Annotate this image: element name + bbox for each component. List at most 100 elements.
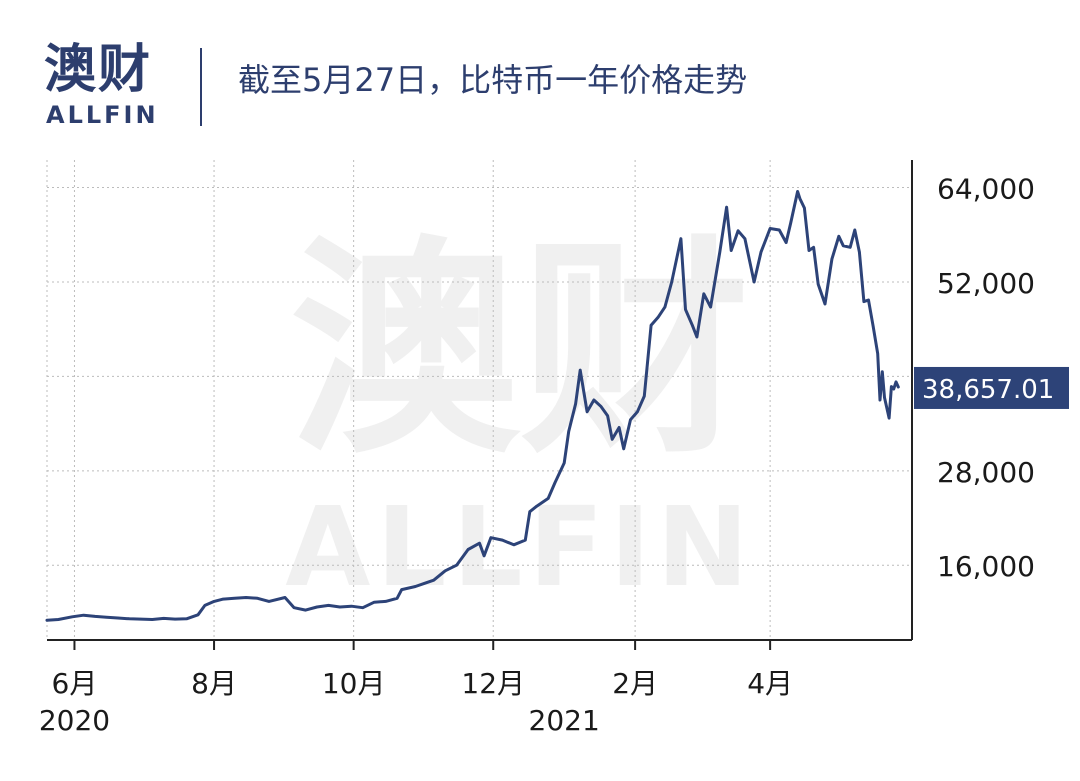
price-point	[304, 608, 307, 612]
brand-logo-en: ALLFIN	[46, 101, 159, 129]
price-point	[853, 228, 856, 232]
price-point	[512, 543, 515, 546]
price-point	[890, 385, 893, 388]
price-point	[643, 394, 646, 398]
x-tick-label: 10月	[322, 667, 386, 700]
price-point	[423, 582, 426, 585]
y-tick-label: 28,000	[937, 456, 1035, 489]
price-point	[725, 206, 728, 209]
price-point	[478, 542, 481, 545]
x-tick-label: 12月	[461, 667, 525, 700]
price-point	[796, 190, 799, 193]
price-point	[702, 292, 705, 295]
last-value-label: 38,657.01	[922, 375, 1054, 405]
price-point	[432, 579, 435, 582]
price-point	[373, 601, 376, 604]
x-year-label: 2021	[529, 704, 600, 737]
price-point	[684, 308, 687, 311]
price-point	[489, 536, 493, 539]
header-divider	[200, 48, 202, 126]
price-point	[798, 197, 802, 200]
price-point	[807, 249, 811, 252]
price-point	[679, 237, 683, 240]
price-point	[400, 588, 403, 591]
price-point	[812, 246, 815, 249]
x-tick-label: 8月	[191, 667, 237, 700]
price-point	[867, 298, 870, 302]
x-axis-ticks: 6月 8月 10月 12月 2月 4月 2020 2021	[39, 667, 793, 737]
price-point	[803, 206, 806, 210]
watermark-cn: 澳财	[290, 218, 750, 485]
price-point	[887, 416, 891, 420]
x-tick-label: 6月	[52, 667, 98, 700]
price-point	[71, 615, 74, 618]
price-point	[894, 380, 898, 384]
price-point	[116, 616, 120, 620]
price-point	[567, 430, 570, 433]
price-point	[718, 250, 721, 254]
price-point	[327, 604, 330, 607]
price-point	[817, 283, 820, 286]
price-point	[222, 597, 225, 601]
price-point	[862, 300, 866, 303]
price-point	[553, 481, 557, 484]
price-point	[691, 324, 694, 327]
price-point	[897, 385, 900, 389]
price-point	[361, 606, 364, 609]
price-point	[547, 497, 550, 500]
price-point	[203, 604, 207, 607]
y-tick-label: 16,000	[937, 550, 1035, 583]
price-point	[196, 613, 200, 616]
watermark: 澳财 ALLFIN	[285, 218, 750, 611]
price-point	[524, 538, 527, 542]
price-point	[611, 438, 614, 441]
price-point	[636, 410, 639, 413]
price-point	[292, 606, 296, 609]
price-point	[93, 615, 97, 618]
price-point	[730, 249, 733, 252]
price-point	[858, 250, 861, 254]
price-point	[663, 305, 667, 309]
price-point	[883, 396, 886, 399]
price-point	[315, 605, 319, 609]
price-point	[82, 614, 85, 617]
price-point	[656, 316, 660, 319]
axes	[47, 160, 913, 650]
x-year-label: 2020	[39, 704, 110, 737]
price-point	[670, 280, 673, 284]
price-point	[185, 617, 188, 620]
price-point	[849, 246, 852, 249]
price-point	[267, 600, 271, 603]
price-point	[789, 221, 792, 225]
price-point	[501, 538, 504, 542]
price-point	[338, 605, 342, 609]
price-point	[695, 335, 699, 339]
price-point	[892, 387, 895, 391]
price-point	[759, 250, 763, 254]
x-tick-label: 2月	[612, 667, 658, 700]
price-point	[649, 324, 653, 327]
price-point	[778, 228, 781, 232]
price-point	[752, 280, 756, 284]
series	[45, 190, 900, 622]
price-point	[444, 569, 447, 572]
price-point	[629, 418, 632, 421]
x-tick-label: 4月	[747, 667, 793, 700]
price-point	[784, 241, 788, 244]
price-point	[535, 505, 538, 508]
price-point	[384, 600, 387, 603]
price-point	[57, 618, 60, 621]
price-point	[139, 617, 142, 621]
price-point	[482, 554, 486, 557]
price-point	[162, 617, 165, 620]
price-point	[466, 548, 470, 551]
price-point	[823, 302, 827, 306]
price-point	[592, 398, 596, 402]
price-point	[876, 352, 879, 355]
price-point	[256, 597, 259, 600]
price-point	[563, 461, 566, 465]
price-point	[244, 596, 248, 599]
price-point	[736, 229, 740, 232]
price-point	[878, 398, 882, 402]
